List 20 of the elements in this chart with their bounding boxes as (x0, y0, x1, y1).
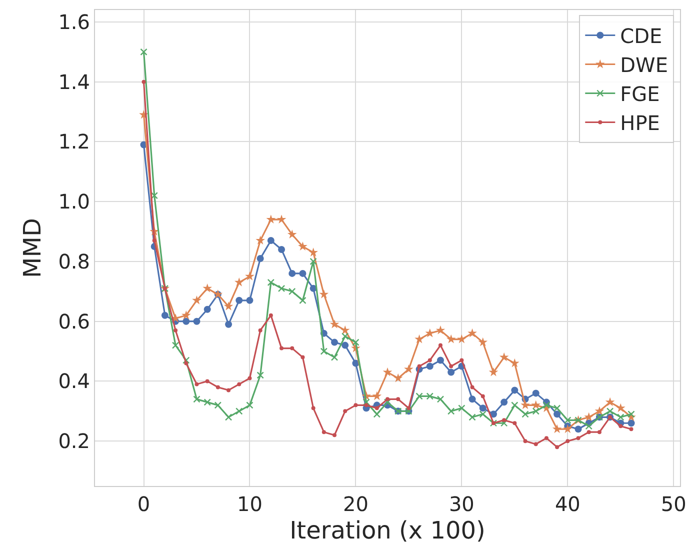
x-tick-label: 0 (137, 492, 150, 516)
y-tick-label: 1.4 (58, 70, 90, 94)
y-tick-label: 1.6 (58, 10, 90, 34)
y-axis-title: MMD (18, 218, 46, 278)
y-tick-label: 0.2 (58, 429, 90, 454)
x-tick-label: 20 (342, 492, 368, 516)
x-tick-label: 30 (448, 492, 474, 516)
x-tick-label: 10 (237, 492, 262, 516)
y-tick-label: 1.0 (58, 190, 90, 214)
legend-label: HPE (620, 111, 660, 136)
x-tick-label: 40 (554, 492, 580, 516)
legend-label: DWE (620, 53, 668, 78)
x-axis-title: Iteration (x 100) (290, 516, 486, 544)
y-tick-label: 0.8 (58, 249, 90, 274)
y-tick-label: 0.6 (58, 309, 90, 334)
legend-label: FGE (620, 82, 660, 106)
legend-label: CDE (620, 24, 662, 48)
y-tick-label: 0.4 (58, 369, 90, 394)
x-tick-label: 50 (660, 492, 686, 516)
y-tick-label: 1.2 (58, 130, 90, 154)
